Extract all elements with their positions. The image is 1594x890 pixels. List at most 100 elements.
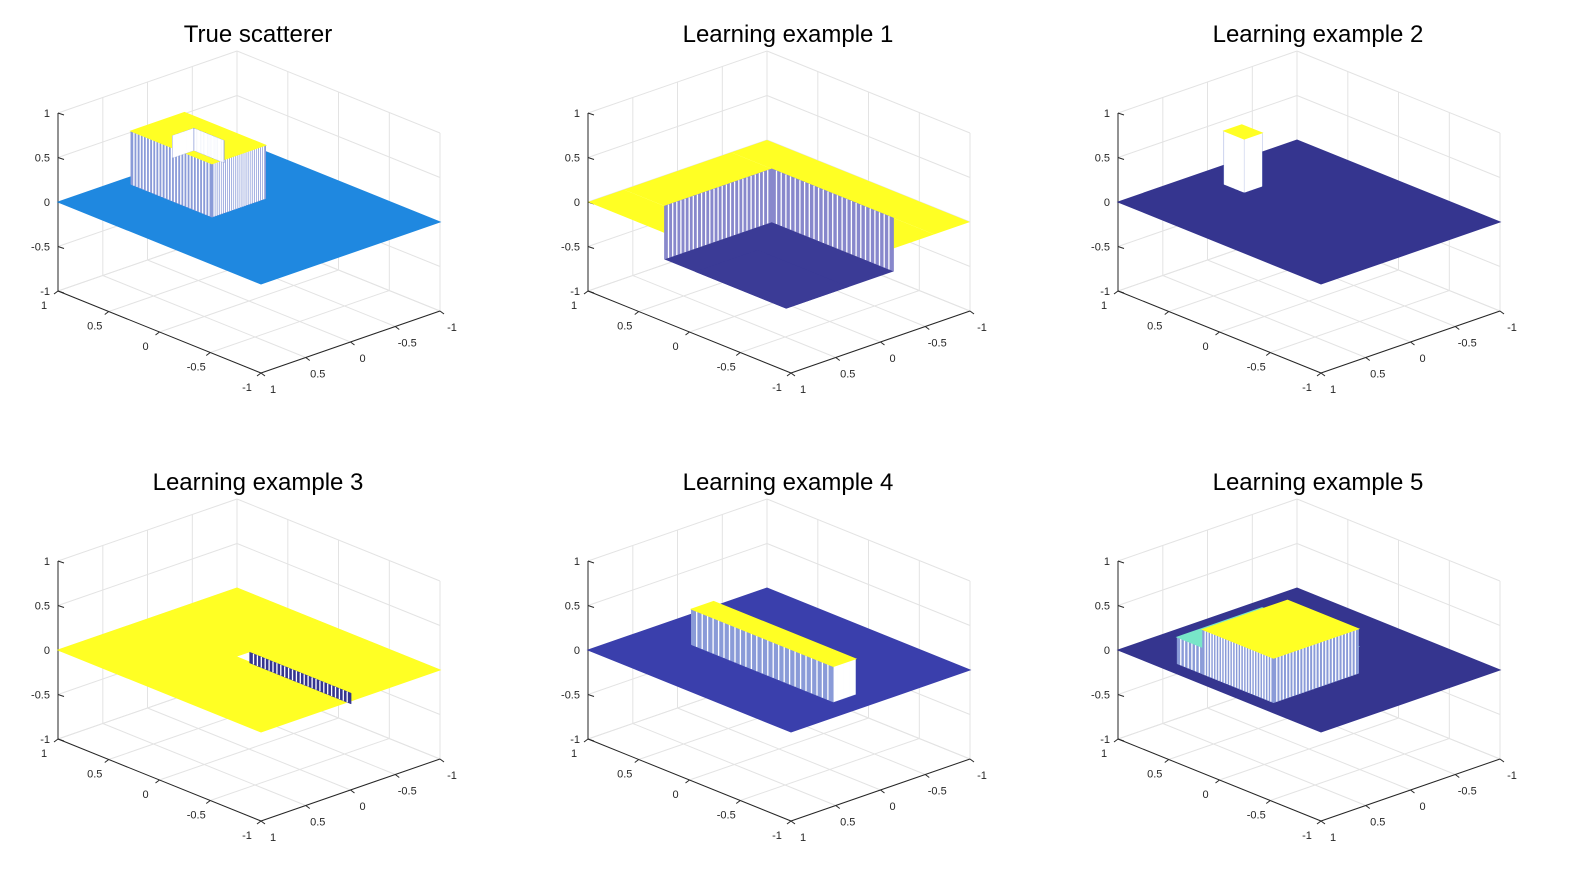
y-tick-label: 0 [1202, 789, 1208, 801]
z-tick [1117, 112, 1125, 116]
z-tick [587, 112, 595, 116]
z-tick-label: 1 [574, 108, 580, 120]
z-tick [57, 112, 65, 116]
wall-grid-line [57, 543, 238, 606]
x-tick-label: 1 [800, 384, 806, 396]
subplot-6: 1 0.5 0 -0.5 -1 1 0.5 0 -0.5 -1 -1 -0.5 0 0.5 1 Learnin… [1091, 469, 1517, 844]
x-tick-label: -1 [447, 322, 457, 334]
x-tick-label: -0.5 [398, 338, 417, 350]
x-tick [1365, 357, 1371, 361]
y-tick-label: 0 [672, 789, 678, 801]
x-tick [924, 774, 930, 778]
floor-grid-line [740, 738, 920, 801]
z-tick-label: -0.5 [31, 242, 50, 254]
z-tick [57, 694, 65, 697]
z-tick-label: 0.5 [35, 153, 50, 165]
wall-grid-line [766, 498, 971, 582]
x-tick-label: -1 [1507, 770, 1517, 782]
y-tick [735, 352, 741, 356]
x-tick-label: -1 [977, 770, 987, 782]
block-top [1222, 124, 1264, 140]
x-tick [394, 326, 400, 330]
x-tick [1454, 326, 1460, 330]
x-tick [1499, 310, 1505, 315]
y-tick-label: 0.5 [87, 321, 102, 333]
x-tick-label: 0.5 [310, 817, 325, 829]
x-tick-label: 0 [359, 801, 365, 813]
subplot-2: 1 0.5 0 -0.5 -1 1 0.5 0 -0.5 -1 -1 -0.5 0 0.5 1 Learnin… [561, 21, 987, 396]
subplot-4: 1 0.5 0 -0.5 -1 1 0.5 0 -0.5 -1 -1 -0.5 0 0.5 1 Learnin… [31, 469, 457, 844]
y-tick-label: 0 [672, 341, 678, 353]
wall-grid-line [236, 543, 441, 626]
x-tick [880, 789, 885, 794]
axes: 1 0.5 0 -0.5 -1 1 0.5 0 -0.5 -1 -1 -0.5 0 0.5 1 [561, 108, 987, 396]
y-tick [1316, 372, 1322, 377]
y-tick-label: -0.5 [717, 362, 736, 374]
x-tick [305, 357, 311, 361]
z-tick-label: 1 [574, 556, 580, 568]
floor-grid-line [147, 707, 351, 791]
chart-title: Learning example 1 [683, 21, 894, 48]
x-tick-label: 1 [800, 832, 806, 844]
z-tick-label: 1 [1104, 108, 1110, 120]
z-tick-label: 0.5 [35, 601, 50, 613]
wall-grid-line [1117, 95, 1298, 158]
x-tick [439, 758, 445, 763]
z-tick-label: 0.5 [1095, 601, 1110, 613]
y-tick-label: 0 [1202, 341, 1208, 353]
y-tick-label: -1 [1302, 382, 1312, 394]
x-tick-label: -0.5 [1458, 338, 1477, 350]
wall-grid-line [587, 498, 768, 562]
wall-grid-line [1296, 50, 1501, 134]
z-tick-label: 0 [1104, 197, 1110, 209]
x-tick-label: 0.5 [840, 369, 855, 381]
y-tick [786, 372, 792, 377]
y-tick-label: -1 [1302, 830, 1312, 842]
x-tick [969, 758, 975, 763]
z-tick [587, 605, 595, 608]
x-tick [1320, 820, 1326, 825]
y-tick-label: 0 [142, 341, 148, 353]
x-tick [790, 820, 796, 825]
y-tick-label: 1 [571, 300, 577, 312]
z-tick-label: 0 [574, 197, 580, 209]
y-tick-label: -1 [242, 382, 252, 394]
subplot-3: 1 0.5 0 -0.5 -1 1 0.5 0 -0.5 -1 -1 -0.5 0 0.5 1 Learnin… [1091, 21, 1517, 396]
z-tick [1117, 290, 1125, 294]
surface [588, 140, 970, 309]
subplot-1: 1 0.5 0 -0.5 -1 1 0.5 0 -0.5 -1 -1 -0.5 0 0.5 1 True sc… [31, 21, 457, 396]
y-tick [1113, 290, 1119, 295]
y-tick-label: -0.5 [1247, 810, 1266, 822]
x-tick-label: 1 [1330, 832, 1336, 844]
surface [56, 587, 442, 733]
x-tick-label: -0.5 [928, 338, 947, 350]
wall-grid-line [1296, 498, 1501, 582]
x-tick [260, 820, 266, 825]
x-tick [1365, 805, 1371, 809]
wall-grid-line [236, 95, 441, 178]
y-tick-label: -0.5 [1247, 362, 1266, 374]
z-tick-label: -0.5 [1091, 242, 1110, 254]
y-tick [53, 738, 59, 743]
x-tick [835, 805, 841, 809]
z-tick [587, 246, 595, 249]
z-tick [587, 694, 595, 697]
y-tick [205, 800, 211, 804]
wall-grid-line [57, 50, 238, 114]
y-tick [1215, 331, 1220, 336]
wall-grid-line [236, 50, 441, 134]
z-tick [1117, 560, 1125, 564]
y-tick-label: -0.5 [187, 362, 206, 374]
z-tick-label: -1 [570, 286, 580, 298]
x-tick [350, 341, 355, 346]
x-tick-label: 0.5 [1370, 817, 1385, 829]
x-tick-label: 0 [359, 353, 365, 365]
chart-title: True scatterer [184, 21, 333, 48]
z-tick-label: 0 [574, 645, 580, 657]
z-tick-label: -0.5 [31, 690, 50, 702]
floor-grid-line [677, 707, 881, 791]
y-tick-label: -1 [772, 830, 782, 842]
subplot-5: 1 0.5 0 -0.5 -1 1 0.5 0 -0.5 -1 -1 -0.5 0 0.5 1 Learnin… [561, 469, 987, 844]
floor-grid-line [740, 290, 920, 353]
surface [1116, 124, 1502, 285]
